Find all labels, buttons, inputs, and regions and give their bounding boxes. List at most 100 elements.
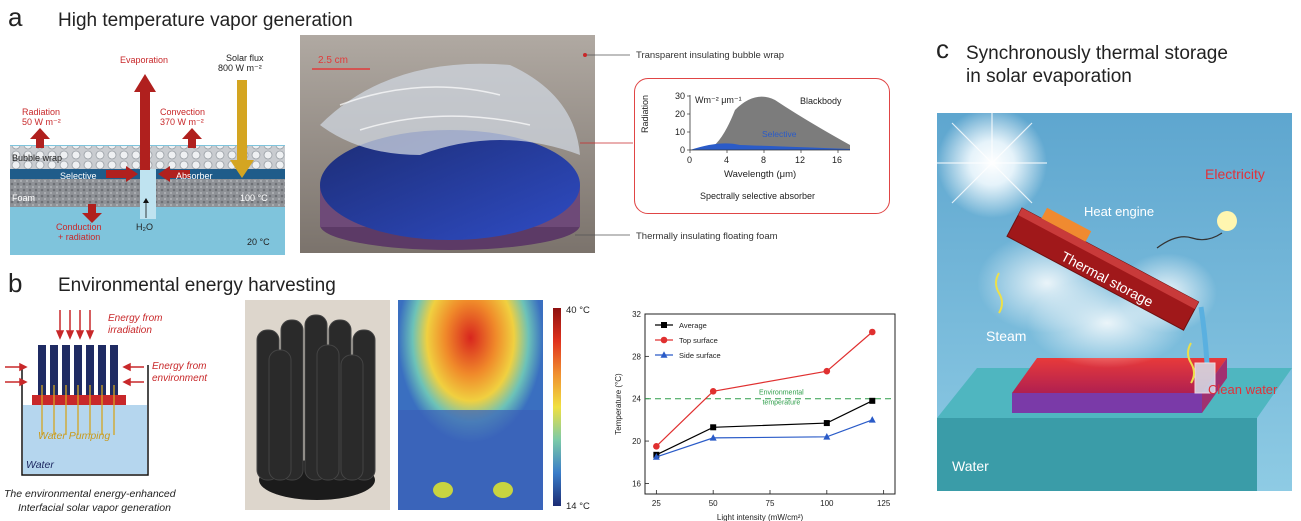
x-tick-label: 125 bbox=[877, 499, 891, 508]
y-tick-label: 20 bbox=[632, 437, 641, 446]
panel-c-title-1: Synchronously thermal storage bbox=[966, 43, 1228, 64]
y-tick-label: 24 bbox=[632, 395, 641, 404]
data-point-side-surface bbox=[823, 433, 831, 440]
photo-callout-lines bbox=[575, 53, 633, 236]
inset-caption: Spectrally selective absorber bbox=[700, 191, 816, 201]
convection-label: Convection bbox=[160, 107, 206, 117]
y-tick-label: 32 bbox=[632, 310, 641, 319]
inset-ytick-10: 10 bbox=[675, 127, 686, 137]
inset-blackbody-label: Blackbody bbox=[800, 96, 842, 106]
data-point-top-surface bbox=[709, 387, 717, 395]
panel-c-letter: c bbox=[936, 34, 949, 64]
energy-environment-label: Energy from bbox=[152, 361, 207, 372]
energy-irradiation-label: Energy from bbox=[108, 313, 163, 324]
y-tick-label: 16 bbox=[632, 479, 641, 488]
scale-bar-label: 2.5 cm bbox=[318, 55, 349, 66]
spectrum-inset-box bbox=[634, 78, 890, 214]
data-point-top-surface bbox=[653, 443, 660, 450]
data-point-side-surface bbox=[868, 416, 876, 423]
reference-line-label: Environmental bbox=[759, 390, 804, 397]
inset-unit: Wm⁻² μm⁻¹ bbox=[695, 95, 742, 105]
series-line-side-surface bbox=[656, 419, 873, 458]
heat-engine-label: Heat engine bbox=[1084, 204, 1155, 219]
electricity-label: Electricity bbox=[1205, 166, 1265, 182]
y-tick-label: 28 bbox=[632, 352, 641, 361]
data-point-average bbox=[710, 424, 717, 431]
inset-ytick-0: 0 bbox=[680, 145, 686, 155]
energy-harvesting-schematic bbox=[5, 310, 149, 476]
solar-flux-label: Solar flux bbox=[226, 53, 264, 63]
legend-label: Top surface bbox=[679, 336, 718, 345]
data-point-top-surface bbox=[868, 328, 876, 336]
inset-selective-label: Selective bbox=[762, 129, 797, 139]
inset-xtick-4: 4 bbox=[724, 155, 730, 165]
inset-xtick-0: 0 bbox=[687, 155, 693, 165]
foam-label: Foam bbox=[12, 193, 36, 203]
inset-ytick-30: 30 bbox=[675, 91, 686, 101]
data-point-average bbox=[823, 420, 830, 427]
reference-line-label-2: temperature bbox=[762, 400, 800, 407]
thermal-storage-illustration bbox=[937, 113, 1292, 491]
radiation-value: 50 W m⁻² bbox=[22, 117, 61, 127]
temp-100-label: 100 °C bbox=[240, 193, 268, 203]
x-axis-label: Light intensity (mW/cm²) bbox=[717, 513, 804, 521]
radiation-label: Radiation bbox=[22, 107, 61, 117]
bubble-wrap-label: Bubble wrap bbox=[12, 153, 63, 163]
panel-c-title-2: in solar evaporation bbox=[966, 66, 1132, 87]
panel-a-letter: a bbox=[8, 2, 23, 32]
data-point-average bbox=[869, 397, 876, 404]
x-tick-label: 75 bbox=[766, 499, 775, 508]
vapor-generation-schematic bbox=[10, 74, 285, 255]
steam-label: Steam bbox=[986, 328, 1027, 344]
colorbar-min-label: 14 °C bbox=[566, 501, 590, 512]
colorbar-max-label: 40 °C bbox=[566, 305, 590, 316]
selective-label: Selective bbox=[60, 171, 97, 181]
evaporator-photo bbox=[245, 300, 390, 510]
h2o-label: H₂O bbox=[136, 222, 153, 232]
inset-xtick-16: 16 bbox=[832, 155, 843, 165]
series-line-top-surface bbox=[655, 331, 873, 447]
legend-label: Side surface bbox=[679, 351, 721, 360]
inset-ytick-20: 20 bbox=[675, 109, 686, 119]
water-pumping-label: Water Pumping bbox=[38, 430, 111, 442]
temperature-colorbar bbox=[553, 308, 561, 506]
clean-water-label: Clean water bbox=[1208, 382, 1278, 397]
legend-label: Average bbox=[679, 321, 707, 330]
series-line-average bbox=[656, 400, 873, 456]
x-tick-label: 50 bbox=[709, 499, 718, 508]
callout-floating-foam: Thermally insulating floating foam bbox=[636, 231, 778, 242]
panel-a-title: High temperature vapor generation bbox=[58, 10, 353, 31]
conduction-label: Conduction bbox=[56, 222, 102, 232]
spectrum-inset-plot bbox=[687, 95, 850, 153]
absorber-label: Absorber bbox=[176, 171, 213, 181]
legend-marker bbox=[661, 322, 667, 328]
solar-flux-value: 800 W m⁻² bbox=[218, 63, 262, 73]
x-tick-label: 25 bbox=[652, 499, 661, 508]
temp-20-label: 20 °C bbox=[247, 237, 270, 247]
y-axis-label: Temperature (°C) bbox=[614, 373, 623, 435]
energy-irradiation-label-2: irradiation bbox=[108, 325, 152, 336]
schematic-b-caption-1: The environmental energy-enhanced bbox=[4, 488, 176, 500]
data-point-top-surface bbox=[823, 367, 831, 375]
convection-value: 370 W m⁻² bbox=[160, 117, 204, 127]
x-tick-label: 100 bbox=[820, 499, 834, 508]
conduction-value: + radiation bbox=[58, 232, 101, 242]
legend-marker bbox=[660, 351, 668, 358]
inset-xlabel: Wavelength (μm) bbox=[724, 169, 797, 180]
energy-environment-label-2: environment bbox=[152, 373, 208, 384]
water-surface-label: Water bbox=[952, 458, 989, 474]
temperature-line-chart: 25 50 75 100 125 16 20 24 28 32 Light intensity (m… bbox=[614, 310, 896, 521]
callout-bubble-wrap: Transparent insulating bubble wrap bbox=[636, 50, 785, 61]
thermal-image bbox=[398, 300, 543, 510]
inset-ylabel: Radiation bbox=[640, 94, 650, 133]
panel-b-title: Environmental energy harvesting bbox=[58, 275, 336, 296]
inset-xtick-8: 8 bbox=[761, 155, 767, 165]
evaporation-label: Evaporation bbox=[120, 55, 169, 65]
inset-xtick-12: 12 bbox=[795, 155, 806, 165]
panel-b-letter: b bbox=[8, 268, 23, 298]
schematic-b-caption-2: Interfacial solar vapor generation bbox=[18, 502, 171, 514]
legend-marker bbox=[660, 336, 668, 344]
data-point-side-surface bbox=[709, 434, 717, 441]
data-point-side-surface bbox=[652, 453, 660, 460]
absorber-photo bbox=[300, 35, 595, 253]
